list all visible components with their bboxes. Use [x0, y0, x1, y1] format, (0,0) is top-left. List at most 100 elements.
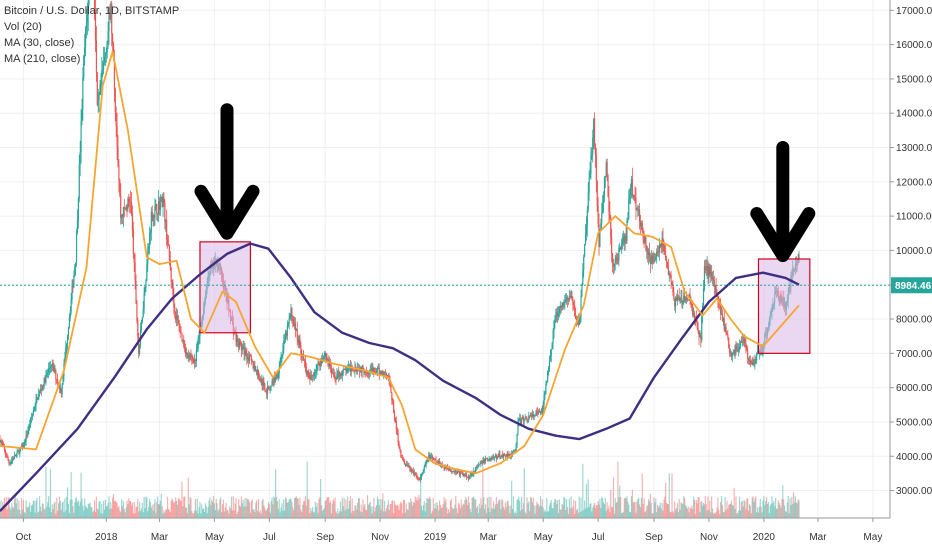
legend-symbol[interactable]: Bitcoin / U.S. Dollar, 1D, BITSTAMP [4, 5, 180, 17]
legend-ma-fast[interactable]: MA (30, close) [4, 37, 75, 49]
candle-body [339, 373, 342, 377]
volume-bar [519, 501, 521, 518]
candle-body [705, 267, 707, 271]
volume-bar [4, 508, 6, 518]
candle-body [549, 355, 551, 362]
volume-bar [323, 508, 325, 518]
volume-bar [664, 496, 666, 518]
volume-bar [404, 512, 406, 518]
volume-bar [116, 502, 118, 518]
volume-bar [85, 507, 88, 518]
candle-body [305, 366, 307, 375]
candle-body [484, 458, 486, 462]
candle-body [665, 254, 667, 260]
candle-body [738, 346, 741, 351]
volume-bar [21, 497, 23, 518]
volume-bar [704, 496, 706, 518]
volume-bar [666, 503, 669, 518]
candle-body [165, 219, 167, 222]
candle-body [64, 357, 66, 364]
candle-body [186, 352, 188, 355]
volume-bar [557, 500, 559, 518]
volume-bar [735, 496, 737, 518]
volume-bar [204, 503, 206, 518]
volume-bar [726, 500, 728, 518]
volume-bar [755, 496, 757, 518]
volume-bar [448, 508, 450, 518]
volume-bar [481, 504, 483, 518]
candle-body [118, 165, 120, 180]
volume-bar [119, 510, 121, 518]
candle-body [475, 466, 478, 468]
volume-bar [518, 496, 520, 518]
y-tick-label: 5000.00 [896, 417, 932, 428]
volume-bar [768, 512, 770, 518]
volume-bar [617, 461, 619, 518]
volume-bar [10, 509, 12, 518]
volume-bar [208, 500, 210, 518]
candle-body [245, 350, 247, 356]
candle-body [279, 362, 281, 367]
candle-body [748, 360, 751, 361]
candle-body [401, 456, 403, 459]
volume-bar [633, 501, 635, 518]
candle-body [82, 77, 84, 109]
volume-bar [426, 497, 428, 518]
candle-body [547, 370, 549, 382]
candle-body [592, 137, 594, 154]
candle-body [421, 472, 424, 475]
volume-bar [719, 513, 721, 518]
candle-body [54, 370, 56, 372]
volume-bar [544, 509, 546, 518]
volume-bar [205, 506, 207, 518]
candle-body [390, 383, 392, 393]
volume-bar [643, 498, 645, 518]
candle-body [515, 444, 517, 453]
volume-bar [61, 502, 63, 518]
volume-bar [393, 513, 395, 518]
volume-bar [743, 499, 745, 518]
volume-bar [395, 505, 397, 518]
volume-bar [493, 501, 495, 518]
volume-bar [152, 510, 154, 518]
x-tick-label: Jul [592, 532, 605, 543]
volume-bar [563, 496, 565, 518]
volume-bar [436, 502, 438, 518]
volume-bar [565, 510, 567, 518]
volume-bar [506, 501, 508, 518]
candle-body [347, 366, 349, 370]
candle-body [566, 297, 568, 299]
candle-body [710, 272, 712, 275]
candle-body [670, 275, 672, 282]
volume-bar [653, 497, 655, 518]
candle-body [554, 319, 556, 322]
volume-bar [293, 510, 295, 518]
volume-bar [434, 503, 436, 518]
candle-body [163, 197, 165, 203]
volume-bar [594, 508, 597, 518]
volume-bar [233, 510, 235, 518]
arrow-head [194, 184, 260, 240]
volume-bar [376, 496, 379, 518]
candle-body [33, 409, 35, 411]
candle-body [275, 378, 277, 381]
legend-volume-indicator[interactable]: Vol (20) [4, 21, 42, 33]
candle-body [155, 204, 157, 207]
volume-bar [82, 505, 84, 518]
candle-body [356, 371, 358, 372]
candle-body [556, 311, 558, 317]
volume-bar [727, 508, 729, 518]
candle-body [324, 352, 326, 357]
candle-body [508, 454, 510, 457]
volume-bar [344, 510, 346, 518]
legend-ma-slow[interactable]: MA (210, close) [4, 53, 81, 65]
volume-bar [684, 505, 687, 518]
volume-bar [432, 497, 434, 518]
candle-body [248, 357, 250, 361]
candle-body [597, 206, 599, 224]
volume-bar [359, 511, 361, 518]
candle-body [521, 417, 524, 420]
candle-body [273, 377, 275, 383]
